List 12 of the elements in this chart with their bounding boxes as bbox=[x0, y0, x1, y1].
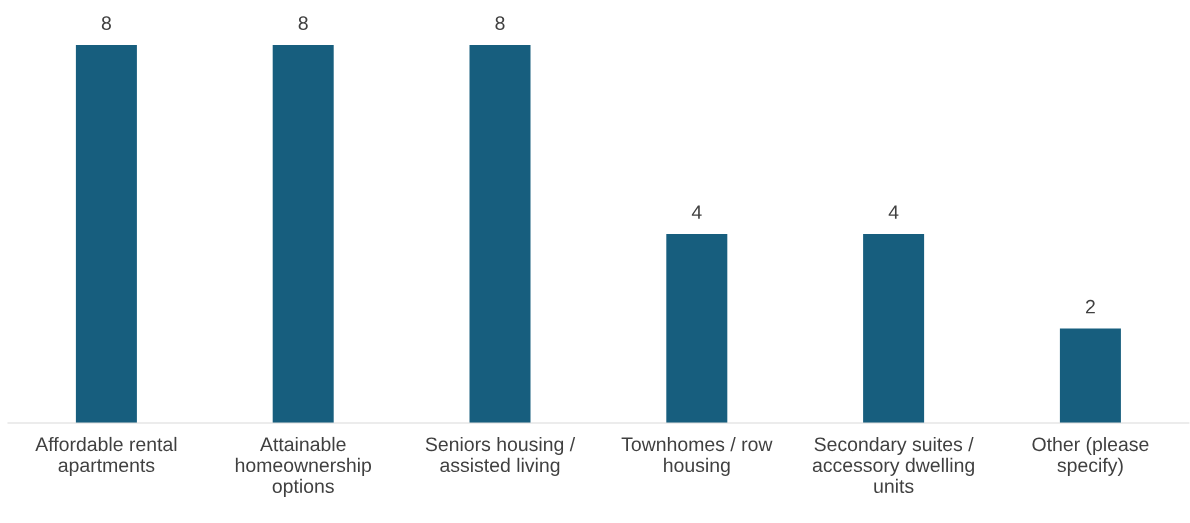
data-label: 4 bbox=[888, 205, 899, 219]
x-tick-label: Seniors housing / assisted living bbox=[425, 436, 576, 476]
data-label: 8 bbox=[298, 16, 308, 31]
data-label: 8 bbox=[495, 16, 505, 31]
x-tick-label: Townhomes / row housing bbox=[621, 436, 773, 476]
x-tick-label: Attainable homeownership options bbox=[235, 436, 372, 497]
data-label: 2 bbox=[1085, 299, 1095, 314]
data-label: 8 bbox=[101, 16, 111, 31]
x-tick-label: Secondary suites / accessory dwelling units bbox=[812, 436, 974, 494]
x-tick-label: Affordable rental apartments bbox=[35, 436, 177, 476]
data-label: 4 bbox=[691, 205, 702, 219]
x-tick-label: Other (please specify) bbox=[1032, 436, 1149, 476]
